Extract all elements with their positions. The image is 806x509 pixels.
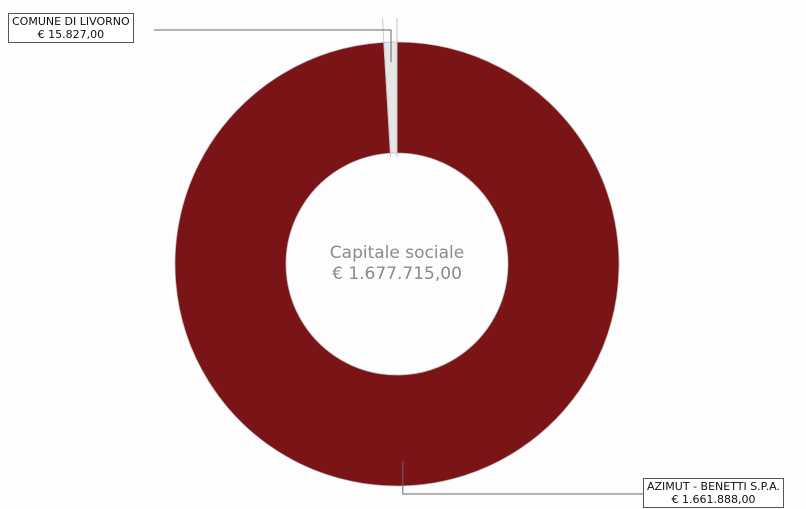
callout-value: € 1.661.888,00 (671, 493, 756, 506)
callout-comune-di-livorno: COMUNE DI LIVORNO € 15.827,00 (8, 13, 134, 43)
slice-group (174, 41, 620, 487)
center-label: Capitale sociale (329, 243, 465, 263)
center-value: € 1.677.715,00 (332, 264, 462, 284)
slice-edge-line (381, 18, 392, 158)
slice-azimut-benetti-s-p-a (174, 41, 620, 487)
callout-name: COMUNE DI LIVORNO (12, 15, 130, 28)
callout-value: € 15.827,00 (37, 28, 105, 41)
callout-azimut-benetti: AZIMUT - BENETTI S.P.A. € 1.661.888,00 (643, 478, 784, 508)
callout-name: AZIMUT - BENETTI S.P.A. (647, 480, 780, 493)
leader-lines (154, 18, 643, 495)
leader-line-comune-di-livorno (154, 29, 392, 63)
leader-line-azimut-benetti (402, 460, 643, 495)
